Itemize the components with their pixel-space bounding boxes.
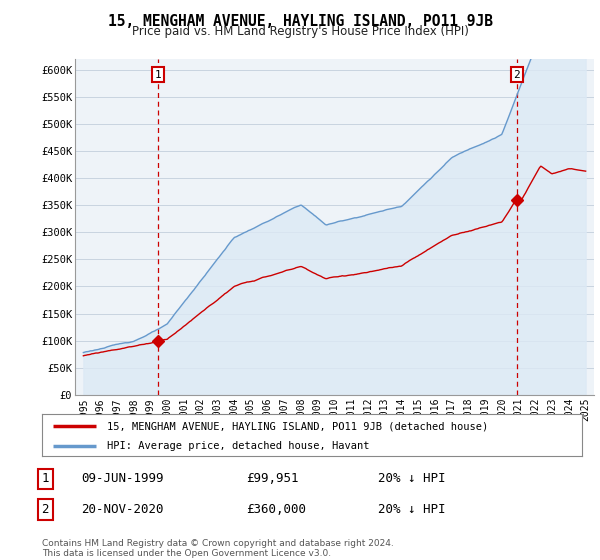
Text: 2: 2 [514, 69, 520, 80]
Text: 15, MENGHAM AVENUE, HAYLING ISLAND, PO11 9JB: 15, MENGHAM AVENUE, HAYLING ISLAND, PO11… [107, 14, 493, 29]
Text: 09-JUN-1999: 09-JUN-1999 [81, 472, 163, 486]
Text: HPI: Average price, detached house, Havant: HPI: Average price, detached house, Hava… [107, 441, 370, 451]
Text: 15, MENGHAM AVENUE, HAYLING ISLAND, PO11 9JB (detached house): 15, MENGHAM AVENUE, HAYLING ISLAND, PO11… [107, 421, 488, 431]
Text: 2: 2 [41, 503, 49, 516]
Text: 20-NOV-2020: 20-NOV-2020 [81, 503, 163, 516]
Text: 20% ↓ HPI: 20% ↓ HPI [378, 503, 445, 516]
Text: £360,000: £360,000 [246, 503, 306, 516]
Text: Contains HM Land Registry data © Crown copyright and database right 2024.
This d: Contains HM Land Registry data © Crown c… [42, 539, 394, 558]
Text: 1: 1 [154, 69, 161, 80]
Text: 1: 1 [41, 472, 49, 486]
Text: Price paid vs. HM Land Registry's House Price Index (HPI): Price paid vs. HM Land Registry's House … [131, 25, 469, 38]
Text: 20% ↓ HPI: 20% ↓ HPI [378, 472, 445, 486]
Text: £99,951: £99,951 [246, 472, 299, 486]
